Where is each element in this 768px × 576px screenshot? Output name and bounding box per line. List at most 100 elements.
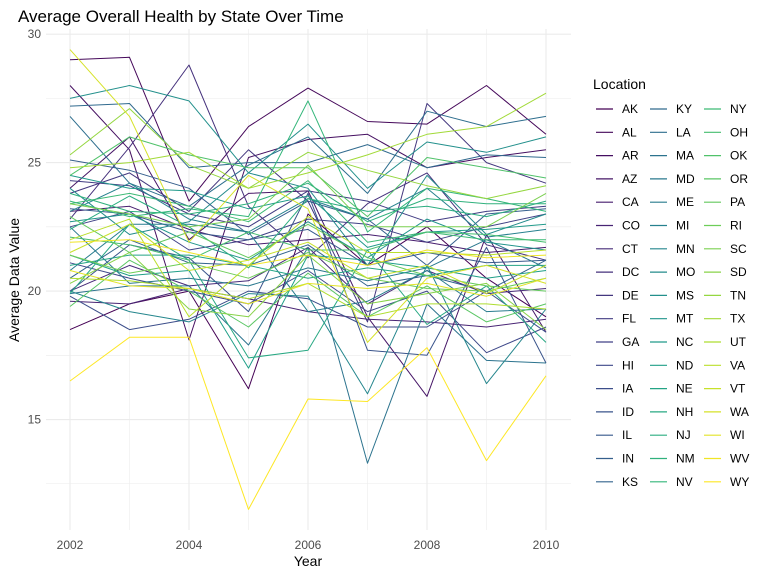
series-line-ia: [69, 290, 547, 333]
series-line-tn: [69, 108, 547, 200]
series-line-mt: [69, 213, 547, 261]
legend-label: IN: [622, 452, 634, 466]
y-axis: 15 20 25 30: [28, 27, 42, 426]
series-line-hi: [69, 262, 547, 354]
legend-label: OR: [730, 172, 748, 186]
legend-item-co: CO: [596, 219, 640, 233]
legend-label: MO: [676, 265, 695, 279]
legend-item-sd: SD: [704, 265, 747, 279]
legend-label: AR: [622, 149, 639, 163]
legend-item-ri: RI: [704, 219, 742, 233]
x-axis: 2002 2004 2006 2008 2010: [57, 538, 560, 552]
series-line-nc: [69, 174, 547, 248]
legend-label: NY: [730, 102, 747, 116]
legend-label: MT: [676, 312, 694, 326]
series-line-il: [69, 208, 547, 266]
legend-item-oh: OH: [704, 125, 748, 139]
series-line-md: [69, 226, 547, 287]
legend-item-me: ME: [650, 195, 694, 209]
legend-item-ar: AR: [596, 149, 639, 163]
legend-label: VT: [730, 382, 746, 396]
series-line-ri: [69, 252, 547, 292]
legend-item-or: OR: [704, 172, 748, 186]
series-line-ny: [69, 180, 546, 243]
x-axis-title: Year: [294, 553, 323, 569]
series-line-vt: [69, 223, 547, 295]
legend-label: OH: [730, 125, 748, 139]
y-tick-label: 30: [28, 27, 42, 41]
legend-label: NH: [676, 405, 693, 419]
legend-item-vt: VT: [704, 382, 746, 396]
legend-item-ia: IA: [596, 382, 633, 396]
series-line-or: [69, 259, 547, 328]
legend-item-ma: MA: [650, 149, 694, 163]
legend-label: CO: [622, 219, 640, 233]
legend-item-sc: SC: [704, 242, 747, 256]
legend-label: NC: [676, 335, 694, 349]
legend-item-al: AL: [596, 125, 637, 139]
legend-item-de: DE: [596, 288, 639, 302]
legend-item-mi: MI: [650, 219, 689, 233]
series-line-ks: [69, 239, 547, 292]
legend-label: MA: [676, 149, 694, 163]
legend-label: KS: [622, 475, 638, 489]
x-tick-label: 2010: [533, 538, 560, 552]
legend-label: NM: [676, 452, 695, 466]
series-line-ne: [69, 254, 546, 279]
legend-item-wa: WA: [704, 405, 749, 419]
y-tick-label: 20: [28, 284, 42, 298]
legend-item-tx: TX: [704, 312, 745, 326]
series-line-sc: [69, 164, 547, 228]
legend-item-nc: NC: [650, 335, 694, 349]
legend-item-ok: OK: [704, 149, 747, 163]
legend-label: WI: [730, 428, 745, 442]
y-axis-title: Average Data Value: [6, 218, 22, 342]
legend-item-la: LA: [650, 125, 691, 139]
legend-item-ct: CT: [596, 242, 639, 256]
legend-label: ME: [676, 195, 694, 209]
series-line-nm: [69, 182, 546, 223]
series-line-wy: [69, 336, 547, 510]
series-line-nh: [69, 223, 547, 359]
series-line-wv: [69, 239, 547, 266]
legend: Location AK AL AR AZ CA CO CT DC DE FL GA HI IA ID IL I…: [593, 76, 749, 489]
series-line-wa: [69, 49, 547, 343]
series-line-nj: [69, 195, 547, 269]
legend-item-nj: NJ: [650, 428, 691, 442]
legend-item-tn: TN: [704, 288, 746, 302]
legend-item-il: IL: [596, 428, 632, 442]
legend-label: AK: [622, 102, 638, 116]
legend-label: DE: [622, 288, 639, 302]
y-tick-label: 15: [28, 413, 42, 427]
legend-label: MN: [676, 242, 695, 256]
x-tick-label: 2008: [414, 538, 441, 552]
legend-item-fl: FL: [596, 312, 636, 326]
legend-label: CA: [622, 195, 639, 209]
series-line-in: [69, 159, 547, 266]
series-line-al: [69, 56, 547, 202]
legend-title: Location: [593, 76, 646, 92]
series-line-ok: [69, 136, 547, 218]
y-tick-label: 25: [28, 156, 42, 170]
legend-label: WY: [730, 475, 749, 489]
legend-label: NJ: [676, 428, 691, 442]
series-line-va: [69, 216, 547, 318]
legend-item-ga: GA: [596, 335, 639, 349]
series-line-ma: [69, 246, 547, 464]
series-line-id: [69, 192, 547, 364]
legend-label: MS: [676, 288, 694, 302]
series-line-pa: [69, 216, 547, 292]
legend-item-va: VA: [704, 358, 745, 372]
legend-item-nm: NM: [650, 452, 695, 466]
legend-item-mn: MN: [650, 242, 695, 256]
legend-item-ks: KS: [596, 475, 638, 489]
legend-label: WA: [730, 405, 749, 419]
x-tick-label: 2004: [176, 538, 203, 552]
legend-label: SC: [730, 242, 747, 256]
legend-item-ny: NY: [704, 102, 747, 116]
legend-item-wy: WY: [704, 475, 749, 489]
chart-title: Average Overall Health by State Over Tim…: [18, 7, 344, 26]
legend-item-mo: MO: [650, 265, 695, 279]
legend-label: FL: [622, 312, 636, 326]
